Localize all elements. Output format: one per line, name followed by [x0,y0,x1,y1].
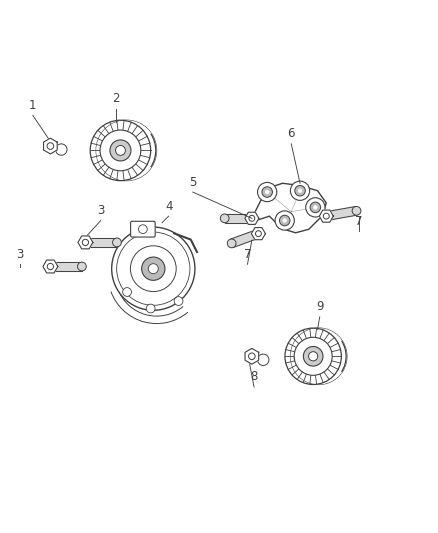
Circle shape [275,211,294,230]
Circle shape [294,337,332,375]
Text: 3: 3 [16,248,23,261]
FancyBboxPatch shape [131,221,155,237]
Text: 1: 1 [29,99,37,112]
Circle shape [138,225,147,233]
Polygon shape [245,349,259,364]
Circle shape [112,227,195,310]
Circle shape [248,353,255,360]
Text: 6: 6 [287,127,295,140]
Polygon shape [230,230,260,247]
Circle shape [258,354,269,366]
Circle shape [249,215,255,221]
Polygon shape [43,260,58,273]
Polygon shape [325,206,357,221]
Circle shape [146,304,155,313]
Circle shape [283,219,287,223]
Circle shape [255,231,261,237]
Circle shape [96,120,157,181]
Circle shape [290,328,347,384]
Circle shape [290,181,310,200]
Polygon shape [319,210,333,222]
Circle shape [96,120,157,181]
Circle shape [113,238,121,247]
Text: 7: 7 [244,248,251,261]
Polygon shape [251,228,265,240]
Circle shape [82,239,88,246]
Text: 3: 3 [97,204,104,217]
Text: 2: 2 [112,92,120,106]
Circle shape [295,185,305,196]
Circle shape [47,263,53,270]
Polygon shape [78,236,93,249]
Text: 7: 7 [355,215,363,228]
Polygon shape [43,138,57,154]
Circle shape [308,352,318,361]
Text: 5: 5 [189,175,196,189]
Circle shape [306,198,325,217]
Polygon shape [225,214,252,223]
Circle shape [88,118,153,183]
Circle shape [100,130,141,171]
Circle shape [78,262,86,271]
Circle shape [110,140,131,161]
Circle shape [313,205,318,209]
Circle shape [116,146,125,155]
Circle shape [310,202,321,213]
Circle shape [141,257,165,280]
Circle shape [123,288,131,296]
Circle shape [56,144,67,155]
Circle shape [290,328,347,384]
Text: 4: 4 [165,200,173,213]
Circle shape [258,182,277,201]
Circle shape [279,215,290,226]
Circle shape [265,190,269,194]
Polygon shape [85,238,117,247]
Polygon shape [245,212,259,224]
Circle shape [304,346,323,366]
Polygon shape [252,183,326,233]
Circle shape [323,213,329,219]
Text: 8: 8 [251,370,258,383]
Polygon shape [50,262,82,271]
Circle shape [352,206,361,215]
Circle shape [227,239,236,248]
Circle shape [262,187,272,197]
Circle shape [174,297,183,305]
Circle shape [47,143,54,149]
Circle shape [298,189,302,193]
Circle shape [148,264,158,273]
Text: 9: 9 [316,301,324,313]
Circle shape [220,214,229,223]
Circle shape [283,326,344,387]
